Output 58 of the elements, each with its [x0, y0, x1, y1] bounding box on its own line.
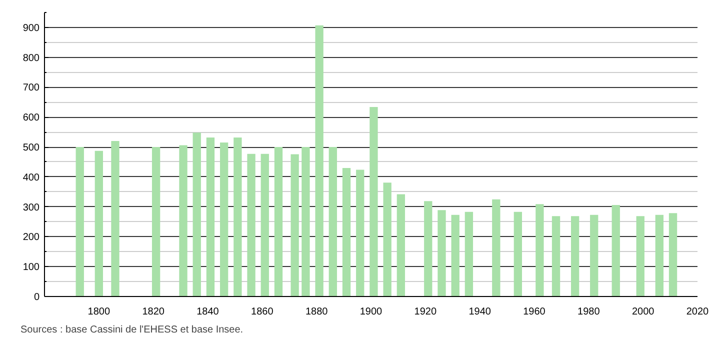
- y-tick-label: 300: [22, 202, 40, 214]
- bar: [424, 201, 432, 296]
- bar: [464, 212, 474, 296]
- bar: [315, 25, 324, 296]
- bar: [220, 142, 228, 296]
- y-tick-label: 200: [22, 232, 40, 244]
- x-tick-label: 1900: [360, 306, 383, 318]
- bar: [94, 150, 103, 296]
- y-tick-label: 900: [22, 22, 40, 34]
- bar: [668, 213, 678, 296]
- bar: [76, 147, 84, 296]
- y-tick-label: 400: [22, 172, 40, 184]
- y-tick-label: 0: [34, 292, 40, 303]
- bar: [234, 137, 242, 296]
- x-tick-label: 1980: [578, 306, 600, 318]
- bar: [356, 170, 364, 296]
- bar: [370, 106, 378, 296]
- bar: [536, 204, 544, 296]
- bar: [451, 214, 460, 296]
- bar: [570, 216, 580, 296]
- x-tick-label: 2000: [632, 306, 655, 318]
- bar: [302, 147, 310, 296]
- y-tick-label: 800: [22, 52, 40, 64]
- x-tick-label: 1920: [414, 306, 437, 318]
- y-tick-label: 600: [22, 112, 40, 124]
- y-tick-label: 100: [22, 262, 40, 274]
- bar: [274, 147, 283, 296]
- bar: [111, 141, 120, 296]
- y-tick-label: 700: [22, 82, 40, 94]
- x-tick-label: 1960: [523, 306, 546, 318]
- bar: [612, 205, 620, 296]
- bar: [514, 212, 522, 296]
- bar: [192, 132, 201, 296]
- y-tick-label: 500: [22, 142, 40, 154]
- bar: [590, 214, 598, 296]
- bar: [383, 182, 392, 296]
- bar: [206, 137, 215, 296]
- x-tick-label: 1860: [251, 306, 274, 318]
- bar: [655, 214, 664, 296]
- x-tick-label: 1940: [468, 306, 492, 318]
- x-tick-label: 2020: [686, 306, 710, 318]
- bar: [328, 147, 337, 296]
- bar: [152, 147, 160, 296]
- bar: [438, 210, 446, 296]
- bar: [260, 154, 269, 296]
- x-tick-label: 1840: [196, 306, 220, 318]
- bar: [636, 216, 644, 296]
- bar: [247, 154, 256, 296]
- source-note: Sources : base Cassini de l'EHESS et base Insee.: [20, 324, 244, 336]
- bar: [290, 154, 299, 296]
- bar: [552, 216, 560, 296]
- x-tick-label: 1800: [88, 306, 110, 318]
- bar: [396, 194, 406, 296]
- bar: [342, 168, 351, 296]
- x-tick-label: 1820: [142, 306, 165, 318]
- bar: [179, 145, 188, 296]
- x-tick-label: 1880: [305, 306, 328, 318]
- bar: [492, 199, 500, 296]
